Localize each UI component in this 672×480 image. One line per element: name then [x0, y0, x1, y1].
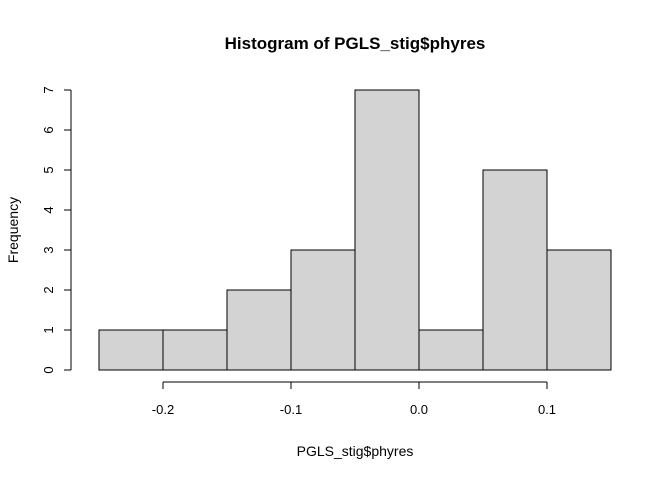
y-tick-label-4: 4 — [41, 206, 56, 213]
histogram-bar-5 — [418, 329, 484, 371]
chart-title: Histogram of PGLS_stig$phyres — [225, 34, 486, 53]
x-axis: -0.2 -0.1 0.0 0.1 — [152, 381, 556, 417]
histogram-bar-4 — [354, 89, 420, 371]
x-tick-label-0: -0.2 — [152, 402, 174, 417]
histogram-bar-0 — [98, 329, 164, 371]
histogram-bar-6 — [482, 169, 548, 371]
histogram-bar-2 — [226, 289, 292, 371]
x-tick-label-2: 0.0 — [410, 402, 428, 417]
y-tick-label-6: 6 — [41, 126, 56, 133]
bars-group — [98, 89, 612, 371]
x-axis-label: PGLS_stig$phyres — [297, 443, 414, 459]
histogram-bar-1 — [162, 329, 228, 371]
x-tick-label-1: -0.1 — [280, 402, 302, 417]
histogram-bar-3 — [290, 249, 356, 371]
y-axis-label: Frequency — [5, 197, 21, 263]
x-tick-label-3: 0.1 — [538, 402, 556, 417]
y-tick-label-2: 2 — [41, 286, 56, 293]
y-tick-label-0: 0 — [41, 366, 56, 373]
y-tick-label-7: 7 — [41, 86, 56, 93]
y-tick-label-3: 3 — [41, 246, 56, 253]
y-axis: 0 1 2 3 4 5 6 7 — [41, 86, 72, 374]
y-tick-label-1: 1 — [41, 326, 56, 333]
histogram-bar-7 — [546, 249, 612, 371]
y-tick-label-5: 5 — [41, 166, 56, 173]
